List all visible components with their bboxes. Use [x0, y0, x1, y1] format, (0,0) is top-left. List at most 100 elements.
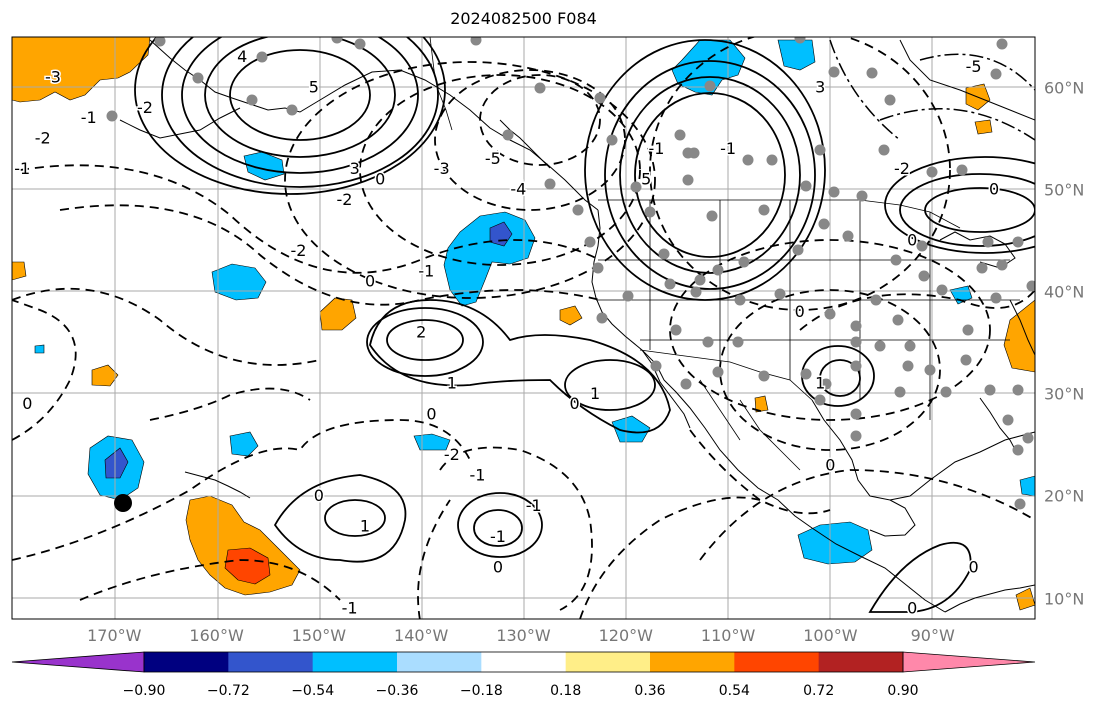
longitude-label: 130°W [496, 626, 551, 645]
blue-area-4 [413, 433, 451, 451]
longitude-label: 90°W [910, 626, 955, 645]
longitude-label: 170°W [87, 626, 142, 645]
contour-label: 0 [570, 394, 580, 413]
blue-area-canada [671, 39, 746, 96]
contour-label: 1 [447, 374, 457, 393]
contour-label: 1 [360, 517, 370, 536]
colorbar [11, 651, 1036, 673]
contour-label: -1 [418, 261, 434, 280]
longitude-label: 140°W [394, 626, 449, 645]
contour-label: -1 [720, 139, 736, 158]
contour-label: -1 [14, 159, 30, 178]
colorbar-segment [734, 652, 820, 672]
orange-area-8 [1015, 587, 1035, 611]
contour-label: -2 [35, 129, 51, 148]
florida [979, 397, 1019, 456]
contour-low-central [649, 37, 1035, 561]
west-coast [591, 209, 946, 613]
orange-area-1 [319, 297, 357, 331]
contour-high-south-2 [457, 492, 543, 558]
contour-label: 0 [969, 557, 979, 576]
longitude-label: 110°W [700, 626, 756, 645]
contour-label: 4 [237, 47, 247, 66]
contour-label: 0 [426, 404, 436, 423]
latitude-label: 60°N [1044, 78, 1085, 98]
contour-label: -1 [342, 598, 358, 617]
colorbar-tick-label: −0.18 [459, 683, 503, 699]
blue-area-3 [229, 431, 259, 457]
colorbar-outline [143, 651, 904, 673]
colorbar-tick-label: −0.72 [206, 683, 250, 699]
longitude-label: 100°W [803, 626, 858, 645]
orange-area-hawaii [185, 495, 301, 596]
contour-high-northeast [884, 156, 1035, 254]
longitude-label: 120°W [598, 626, 653, 645]
mexico-states [699, 379, 801, 471]
hawaii-islands [184, 471, 251, 499]
contour-label: -3 [45, 67, 61, 86]
longitude-label: 150°W [291, 626, 347, 645]
station-dots [106, 37, 1035, 510]
colorbar-segment [312, 652, 398, 672]
contour-label: 5 [641, 169, 651, 188]
orange-area-7 [754, 395, 769, 413]
contour-low-pacific-nw [12, 61, 656, 366]
contour-label: -2 [444, 445, 460, 464]
contour-label: -3 [434, 159, 450, 178]
latitude-label: 40°N [1044, 282, 1085, 302]
colorbar-segment [397, 652, 482, 672]
colorbar-tick-label: 0.90 [887, 683, 919, 699]
colorbar-tick-label: 0.72 [803, 683, 835, 699]
contour-label: 0 [795, 302, 805, 321]
contour-label: -5 [485, 149, 501, 168]
red-area-hawaii [224, 547, 271, 585]
blue-area-7 [1019, 475, 1035, 497]
orange-area-2 [91, 364, 119, 387]
latitude-label: 10°N [1044, 589, 1085, 609]
contour-label: 0 [365, 272, 375, 291]
contour-label: 0 [314, 486, 324, 505]
latitude-label: 30°N [1044, 384, 1085, 404]
colorbar-segment [481, 652, 567, 672]
contour-label: -2 [336, 190, 352, 209]
orange-area-3 [12, 261, 27, 281]
contour-label: 0 [989, 180, 999, 199]
blue-area-2-dark [104, 447, 129, 479]
contour-label: -5 [966, 57, 982, 76]
colorbar-tick-label: 0.18 [550, 683, 582, 699]
storm-marker [114, 494, 132, 512]
coast-islands [499, 119, 551, 169]
colorbar-tick-label: 0.36 [634, 683, 666, 699]
contour-dashed-south [12, 299, 831, 619]
colorbar-segment [565, 652, 651, 672]
orange-area-east [1003, 299, 1035, 373]
colorbar-tick-label: −0.36 [375, 683, 419, 699]
map-title: 2024082500 F084 [450, 9, 597, 28]
contour-dash-dot-northeast [829, 39, 1035, 141]
state-lines-1 [649, 200, 931, 420]
latitude-label: 50°N [1044, 180, 1085, 200]
contour-label: 0 [493, 557, 503, 576]
colorbar-segment [818, 652, 904, 672]
colorbar-extend-high [902, 651, 1036, 673]
contour-label: -1 [490, 527, 506, 546]
orange-area-6 [974, 119, 993, 135]
contour-label: 3 [815, 78, 825, 97]
map-frame [11, 36, 1036, 620]
colorbar-tick-label: −0.90 [122, 683, 166, 699]
blue-area-5 [611, 415, 651, 443]
contour-high-gulf-alaska [134, 37, 446, 195]
contour-high-south-1 [273, 474, 407, 563]
colorbar-tick-label: −0.54 [291, 683, 335, 699]
contour-label: -2 [137, 98, 153, 117]
hudson-bay [899, 39, 1035, 121]
baja [641, 349, 691, 429]
orange-area-4 [559, 305, 583, 326]
contour-label: -1 [526, 496, 542, 515]
contour-label: 3 [350, 159, 360, 178]
colorbar-tick-label: 0.54 [718, 683, 750, 699]
contour-high-canada [584, 39, 826, 301]
contour-label: 0 [375, 169, 385, 188]
weather-map: -3-2-1-1-24530-2-3-5-4-2-1021010-2-1001-… [11, 36, 1036, 620]
contour-high-central-america [868, 541, 972, 613]
